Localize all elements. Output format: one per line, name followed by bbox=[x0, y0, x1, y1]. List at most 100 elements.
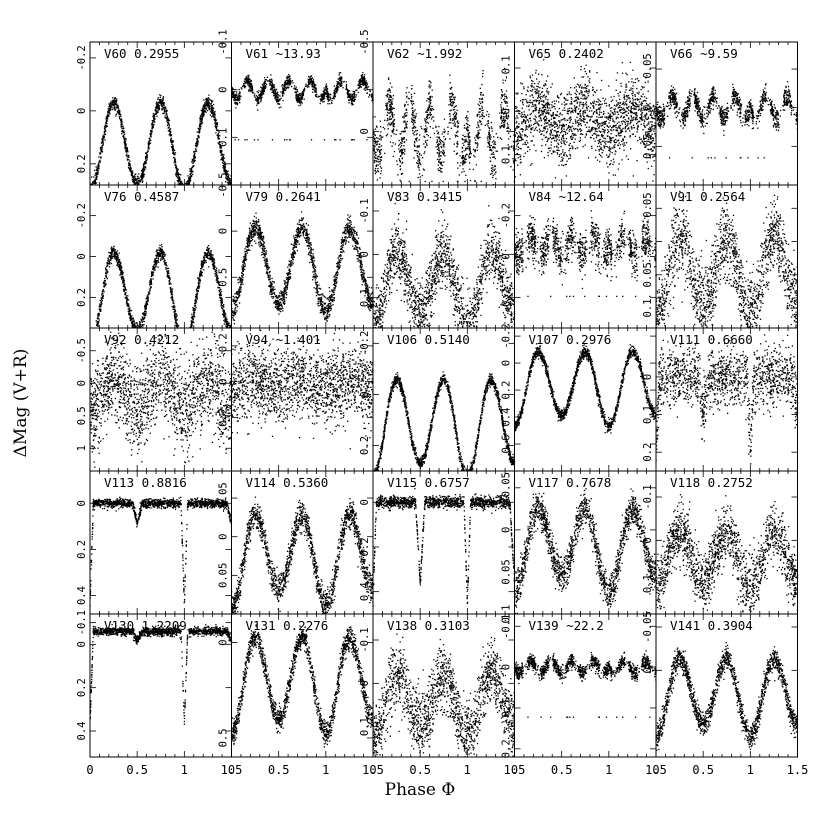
panel-label: V111 0.6660 bbox=[670, 332, 753, 347]
x-tick-label: 0 bbox=[369, 763, 376, 777]
x-tick-label: 0 bbox=[228, 763, 235, 777]
panel-label: V62 ~1.992 bbox=[387, 46, 462, 61]
x-ticks bbox=[232, 185, 374, 328]
y-ticks: -0.200.2 bbox=[501, 203, 657, 307]
x-ticks bbox=[90, 42, 232, 185]
y-tick-label: 0.2 bbox=[76, 540, 88, 559]
y-tick-label: -0.05 bbox=[218, 482, 230, 514]
x-tick-label: 0 bbox=[652, 763, 659, 777]
panel-frame bbox=[515, 614, 657, 757]
y-tick-label: -0.5 bbox=[359, 29, 371, 54]
x-tick-label: 1 bbox=[322, 763, 329, 777]
x-tick-label: 0 bbox=[511, 763, 518, 777]
x-tick-label: 1.5 bbox=[787, 763, 809, 777]
panel-frame bbox=[656, 328, 798, 471]
data-points bbox=[89, 624, 232, 725]
panel-frame bbox=[232, 185, 374, 328]
y-tick-label: 0 bbox=[76, 380, 88, 386]
data-points bbox=[514, 59, 657, 181]
y-tick-label: 0.4 bbox=[501, 408, 513, 427]
y-tick-label: 0.4 bbox=[76, 722, 88, 741]
y-tick-label: 0 bbox=[501, 253, 513, 259]
y-tick-label: -0.5 bbox=[218, 172, 230, 197]
y-tick-label: -0.05 bbox=[642, 611, 654, 643]
data-points bbox=[373, 634, 515, 758]
y-tick-label: 0.1 bbox=[218, 128, 230, 147]
x-tick-label: 0.5 bbox=[692, 763, 714, 777]
data-points bbox=[655, 81, 798, 158]
panel-label: V141 0.3904 bbox=[670, 618, 753, 633]
panel-label: V84 ~12.64 bbox=[529, 189, 604, 204]
y-tick-label: 0.5 bbox=[76, 406, 88, 425]
data-points bbox=[514, 343, 657, 433]
y-tick-label: -0.1 bbox=[359, 198, 371, 223]
y-tick-label: 0 bbox=[76, 500, 88, 506]
y-tick-label: -0.2 bbox=[76, 203, 88, 228]
y-tick-label: 0 bbox=[359, 251, 371, 257]
panel-frame bbox=[515, 471, 657, 614]
y-tick-label: 0.4 bbox=[359, 582, 371, 601]
y-tick-label: -0.2 bbox=[501, 203, 513, 228]
x-tick-labels: 0 0.5 1 1.50 0.5 1 1.50 0.5 1 1.50 0.5 1 1.50 0.5 1 1.5 bbox=[86, 763, 808, 777]
panel-label: V94 ~1.401 bbox=[246, 332, 321, 347]
y-tick-label: 0.4 bbox=[76, 586, 88, 605]
y-tick-label: 0 bbox=[642, 238, 654, 244]
panel-label: V106 0.5140 bbox=[387, 332, 470, 347]
y-tick-label: 0 bbox=[501, 108, 513, 114]
y-tick-label: 0.1 bbox=[642, 405, 654, 424]
panel-label: V139 ~22.2 bbox=[529, 618, 604, 633]
x-ticks bbox=[515, 614, 657, 757]
y-tick-label: -0.2 bbox=[76, 45, 88, 70]
y-tick-label: 0.5 bbox=[218, 268, 230, 287]
data-points bbox=[89, 497, 231, 607]
x-tick-label: 1 bbox=[747, 763, 754, 777]
data-points bbox=[655, 642, 798, 751]
y-tick-label: 0.2 bbox=[501, 381, 513, 400]
panel-label: V138 0.3103 bbox=[387, 618, 470, 633]
y-tick-label: 0 bbox=[218, 378, 230, 384]
y-tick-label: 0.2 bbox=[642, 443, 654, 462]
x-tick-label: 0.5 bbox=[551, 763, 573, 777]
panel-frame bbox=[373, 42, 515, 185]
panel-frame bbox=[656, 614, 798, 757]
x-ticks bbox=[373, 328, 515, 471]
x-tick-label: 0.5 bbox=[268, 763, 290, 777]
panel-frame bbox=[232, 42, 374, 185]
panel-label: V117 0.7678 bbox=[529, 475, 612, 490]
y-tick-label: 0.05 bbox=[642, 262, 654, 287]
y-tick-label: 0.2 bbox=[76, 154, 88, 173]
y-tick-label: 0 bbox=[359, 128, 371, 134]
x-tick-label: 0.5 bbox=[126, 763, 148, 777]
y-tick-label: 0 bbox=[642, 105, 654, 111]
data-points bbox=[231, 211, 374, 324]
y-tick-label: 0.1 bbox=[501, 698, 513, 717]
y-tick-label: -0.05 bbox=[642, 192, 654, 224]
panel-label: V114 0.5360 bbox=[246, 475, 329, 490]
y-tick-label: 0.1 bbox=[359, 288, 371, 307]
panel-frame bbox=[90, 471, 232, 614]
panel-label: V66 ~9.59 bbox=[670, 46, 738, 61]
y-tick-label: 0.2 bbox=[76, 678, 88, 697]
panel-label: V130 1.2209 bbox=[104, 618, 187, 633]
panel-label: V91 0.2564 bbox=[670, 189, 745, 204]
y-tick-label: -0.1 bbox=[501, 55, 513, 80]
x-axis-title: Phase Φ bbox=[385, 780, 456, 800]
data-points bbox=[231, 624, 374, 747]
y-tick-label: 0.1 bbox=[501, 145, 513, 164]
y-ticks: -0.100.10.2 bbox=[501, 614, 657, 759]
